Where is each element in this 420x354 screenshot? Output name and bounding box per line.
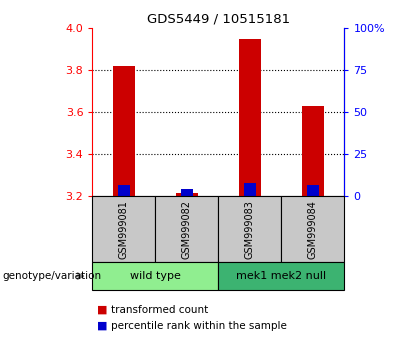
- FancyBboxPatch shape: [92, 262, 218, 290]
- Bar: [302, 106, 324, 196]
- Text: wild type: wild type: [130, 271, 181, 281]
- Bar: [244, 183, 256, 196]
- Bar: [181, 189, 193, 196]
- FancyBboxPatch shape: [281, 196, 344, 262]
- FancyBboxPatch shape: [218, 262, 344, 290]
- Text: GSM999081: GSM999081: [119, 200, 129, 259]
- FancyBboxPatch shape: [155, 196, 218, 262]
- Bar: [239, 39, 261, 196]
- FancyBboxPatch shape: [92, 196, 155, 262]
- Text: ■: ■: [97, 321, 107, 331]
- Text: GSM999082: GSM999082: [182, 200, 192, 259]
- Bar: [113, 66, 135, 196]
- FancyBboxPatch shape: [218, 196, 281, 262]
- Text: GSM999084: GSM999084: [308, 200, 318, 259]
- Bar: [307, 185, 319, 196]
- Title: GDS5449 / 10515181: GDS5449 / 10515181: [147, 13, 290, 26]
- Text: percentile rank within the sample: percentile rank within the sample: [111, 321, 287, 331]
- Text: transformed count: transformed count: [111, 305, 209, 315]
- Text: ■: ■: [97, 305, 107, 315]
- Text: mek1 mek2 null: mek1 mek2 null: [236, 271, 326, 281]
- Bar: [118, 185, 129, 196]
- Text: genotype/variation: genotype/variation: [2, 271, 101, 281]
- Text: GSM999083: GSM999083: [245, 200, 255, 259]
- Bar: [176, 193, 198, 196]
